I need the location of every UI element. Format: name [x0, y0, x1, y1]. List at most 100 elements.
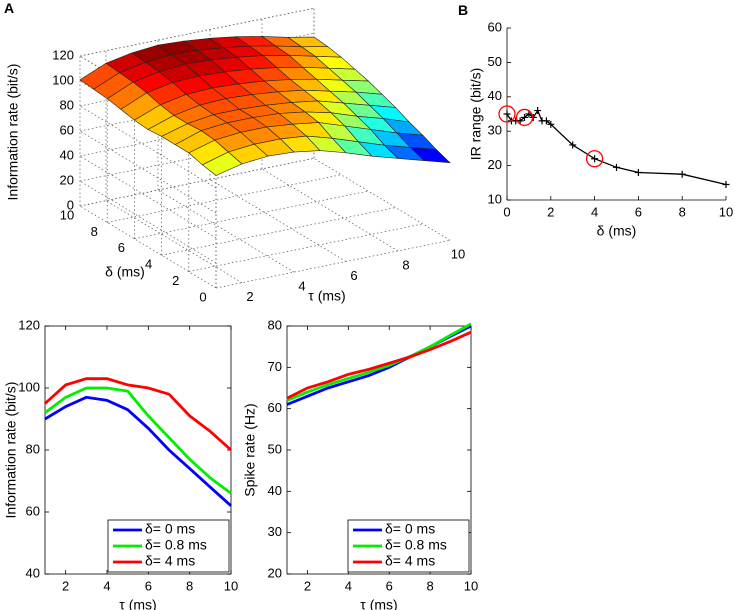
- delta-tick-label: 2: [172, 273, 179, 288]
- z-axis-label: Information rate (bit/s): [5, 64, 21, 201]
- ir-range-highlight-circle: [498, 105, 516, 123]
- spike-rate-series-line: [286, 330, 472, 400]
- tau-tick-label: 8: [402, 257, 409, 272]
- z-tick-label: 40: [60, 147, 74, 162]
- info-rate-series-line: [44, 377, 232, 452]
- spike-rate-y-tick-label: 80: [268, 317, 282, 332]
- floor-grid-tau-4: [157, 189, 295, 273]
- spike-rate-y-tick-label: 20: [268, 565, 282, 580]
- floor-grid-delta-2: [188, 223, 423, 272]
- spike-rate-y-axis-label: Spike rate (Hz): [242, 403, 258, 496]
- info-rate-legend-label: δ= 0.8 ms: [145, 537, 207, 553]
- floor-grid-tau-8: [261, 168, 399, 252]
- ir-range-point-marker: [534, 107, 542, 115]
- info-rate-y-tick-label: 120: [18, 317, 40, 332]
- ir-range-x-tick-label: 4: [591, 204, 598, 219]
- ir-range-point-marker: [521, 113, 529, 121]
- panel-b-label: B: [458, 2, 469, 18]
- tau-axis-label: τ (ms): [308, 288, 345, 304]
- floor-grid-tau-2: [105, 200, 243, 283]
- spike-rate-y-tick-label: 50: [268, 441, 282, 456]
- delta-tick-label: 4: [145, 257, 152, 272]
- ir-range-y-tick-label: 30: [488, 123, 502, 138]
- spike-rate-legend-label: δ= 0 ms: [385, 521, 435, 537]
- info-rate-y-tick-label: 40: [26, 565, 40, 580]
- ir-range-y-tick-label: 50: [488, 54, 502, 69]
- back-wall-grid-z-0: [79, 157, 315, 207]
- z-tick-label: 0: [67, 197, 74, 212]
- floor-grid-tau-10: [313, 158, 451, 241]
- floor-grid-tau-6: [209, 179, 347, 262]
- info-rate-series-line: [44, 395, 232, 507]
- info-rate-x-tick-label: 10: [224, 578, 238, 593]
- ir-range-highlight-circle: [515, 108, 534, 127]
- ir-range-point-marker: [591, 155, 599, 163]
- info-rate-series-line: [44, 386, 232, 495]
- spike-rate-x-tick-label: 10: [464, 578, 478, 593]
- delta-tick-label: 6: [118, 240, 125, 255]
- info-rate-x-tick-label: 8: [186, 578, 193, 593]
- ir-range-y-tick-label: 60: [488, 19, 502, 34]
- floor-grid-delta-8: [107, 174, 342, 223]
- info-rate-legend-label: δ= 0 ms: [145, 521, 195, 537]
- ir-range-y-tick-label: 20: [488, 157, 502, 172]
- left-wall-grid-z-40: [79, 155, 217, 239]
- ir-range-x-tick-label: 10: [719, 204, 733, 219]
- info-rate-y-tick-label: 60: [26, 503, 40, 518]
- spike-rate-x-tick-label: 2: [304, 578, 311, 593]
- delta-axis-label: δ (ms): [105, 264, 145, 280]
- z-tick-label: 60: [60, 122, 74, 137]
- panel-a-label: A: [4, 0, 15, 16]
- spike-rate-legend-label: δ= 0.8 ms: [385, 537, 447, 553]
- info-rate-legend-label: δ= 4 ms: [145, 553, 195, 569]
- ir-range-x-tick-label: 0: [503, 204, 510, 219]
- info-rate-x-axis-label: τ (ms): [119, 597, 156, 610]
- ir-range-y-tick-label: 10: [488, 191, 502, 206]
- tau-tick-label: 10: [451, 247, 465, 262]
- spike-rate-x-tick-label: 4: [345, 578, 352, 593]
- ir-range-point-marker: [634, 168, 642, 176]
- ir-range-y-tick-label: 40: [488, 88, 502, 103]
- ir-range-x-tick-label: 8: [679, 204, 686, 219]
- delta-tick-label: 0: [199, 289, 206, 304]
- floor-grid-delta-6: [134, 190, 369, 240]
- left-wall-grid-z-60: [79, 130, 217, 214]
- tau-tick-label: 6: [350, 268, 357, 283]
- ir-range-point-marker: [547, 120, 555, 128]
- spike-rate-legend-label: δ= 4 ms: [385, 553, 435, 569]
- left-wall-grid-z-0: [79, 205, 217, 289]
- ir-range-point-marker: [503, 110, 511, 118]
- ir-range-point-marker: [569, 141, 577, 149]
- spike-rate-x-tick-label: 8: [426, 578, 433, 593]
- delta-tick-label: 10: [60, 207, 74, 222]
- z-tick-label: 120: [52, 47, 74, 62]
- z-tick-label: 80: [60, 97, 74, 112]
- ir-range-highlight-circle: [585, 150, 604, 168]
- ir-range-point-marker: [613, 163, 620, 171]
- tau-tick-label: 2: [246, 289, 253, 304]
- info-rate-x-tick-label: 4: [103, 578, 110, 593]
- spike-rate-y-tick-label: 30: [268, 524, 282, 539]
- spike-rate-y-tick-label: 60: [268, 400, 282, 415]
- ir-range-point-marker: [678, 170, 686, 178]
- spike-rate-y-tick-label: 40: [268, 483, 282, 498]
- surface-patch: [409, 147, 451, 164]
- ir-range-point-marker: [529, 113, 537, 121]
- info-rate-y-tick-label: 80: [26, 441, 40, 456]
- ir-range-x-tick-label: 2: [547, 204, 554, 219]
- info-rate-y-axis-label: Information rate (bit/s): [3, 382, 19, 519]
- ir-range-series-line: [506, 109, 727, 186]
- z-tick-label: 100: [52, 72, 74, 87]
- floor-grid-delta-10: [79, 157, 315, 207]
- ir-range-point-marker: [542, 117, 550, 125]
- z-tick-label: 20: [60, 172, 74, 187]
- info-rate-x-tick-label: 2: [62, 578, 69, 593]
- info-rate-y-tick-label: 100: [18, 379, 40, 394]
- spike-rate-x-tick-label: 6: [386, 578, 393, 593]
- left-wall-grid-z-80: [79, 105, 217, 189]
- floor-grid-delta-0: [215, 239, 451, 289]
- info-rate-x-tick-label: 6: [145, 578, 152, 593]
- ir-range-x-tick-label: 6: [635, 204, 642, 219]
- tau-tick-label: 4: [298, 279, 305, 294]
